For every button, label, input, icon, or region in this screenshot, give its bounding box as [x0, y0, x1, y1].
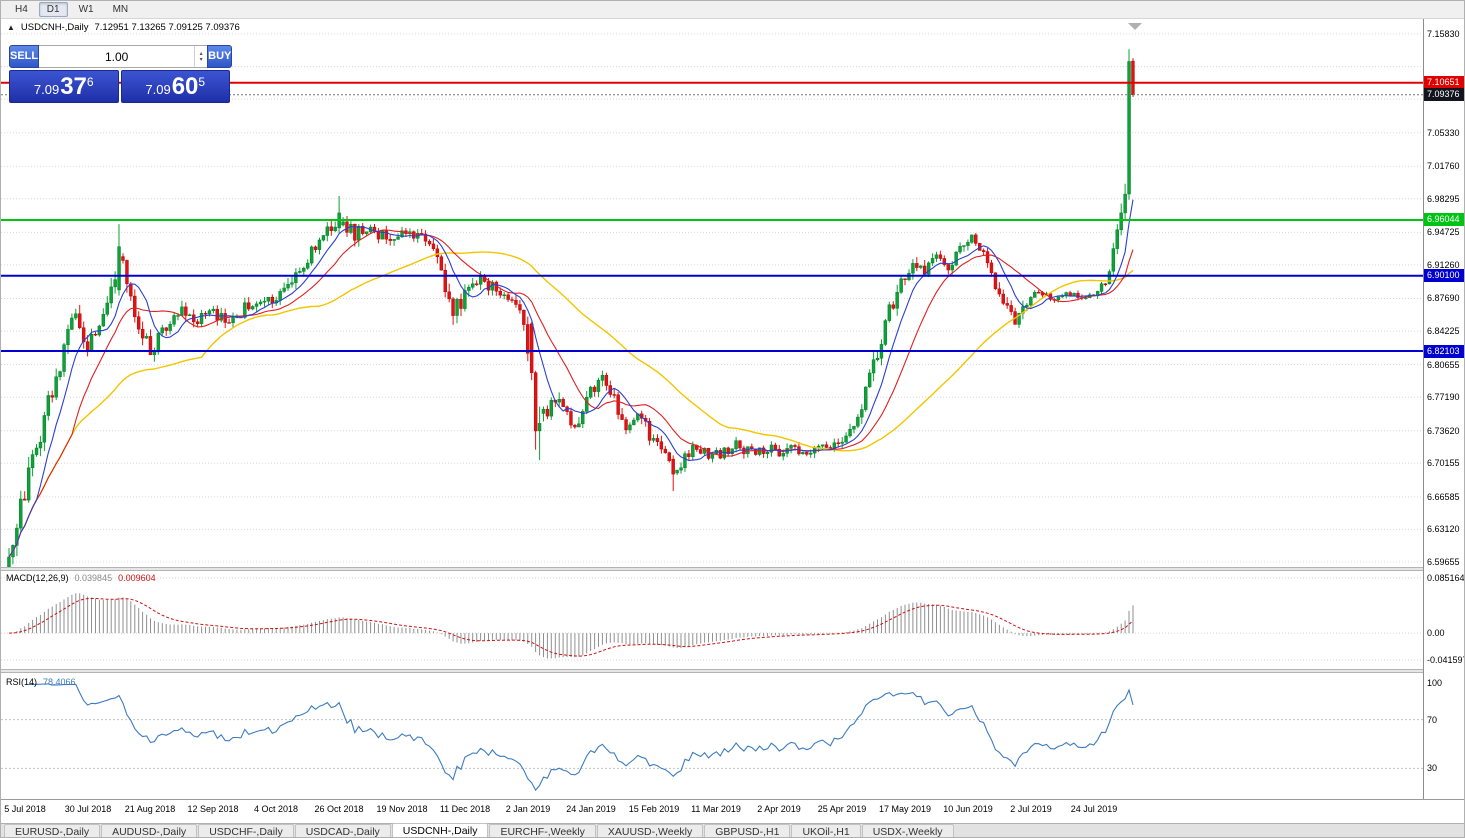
macd-signal-value: 0.009604	[118, 573, 156, 583]
current-price-label: 7.09376	[1424, 88, 1464, 101]
rsi-axis-label: 70	[1427, 715, 1438, 725]
date-label: 10 Jun 2019	[943, 804, 993, 814]
sell-price-sup: 6	[86, 75, 94, 89]
sell-price-display[interactable]: 7.09 37 6	[9, 70, 119, 103]
date-label: 2 Apr 2019	[757, 804, 801, 814]
date-label: 26 Oct 2018	[314, 804, 364, 814]
sell-price-big: 37	[60, 73, 87, 100]
rsi-axis-label: 100	[1427, 678, 1443, 688]
buy-price-big: 60	[171, 73, 199, 100]
panel-divider[interactable]	[1, 669, 1464, 673]
chart-tab-eurusd-daily[interactable]: EURUSD-,Daily	[4, 824, 101, 837]
price-axis-label: 7.01760	[1427, 161, 1460, 171]
price-level-label: 6.90100	[1424, 269, 1464, 282]
date-label: 30 Jul 2018	[64, 804, 112, 814]
chart-tab-xauusd-weekly[interactable]: XAUUSD-,Weekly	[596, 824, 704, 837]
volume-spinner[interactable]: ▴ ▾	[194, 46, 207, 67]
price-axis[interactable]: 7.15830 7.05330 7.01760 6.98295 6.94725 6.912…	[1423, 19, 1465, 799]
timeframe-mn-button[interactable]: MN	[112, 4, 129, 15]
chart-tab-ukoil-h1[interactable]: UKOil-,H1	[791, 824, 861, 837]
chart-tab-usdchf-daily[interactable]: USDCHF-,Daily	[198, 824, 294, 837]
chart-tab-usdcad-daily[interactable]: USDCAD-,Daily	[294, 824, 391, 837]
price-axis-label: 6.59655	[1427, 557, 1460, 567]
date-label: 15 Feb 2019	[628, 804, 680, 814]
spinner-down-icon[interactable]: ▾	[199, 56, 203, 63]
timeframe-w1-button[interactable]: W1	[78, 4, 94, 15]
price-axis-label: 7.15830	[1427, 29, 1460, 39]
timeframe-h4-button[interactable]: H4	[15, 4, 28, 15]
price-axis-label: 6.73620	[1427, 426, 1460, 436]
main-price-chart[interactable]	[1, 19, 1423, 567]
timeframe-toolbar: H4 D1 W1 MN	[1, 1, 1464, 19]
price-axis-label: 6.87690	[1427, 293, 1460, 303]
ohlc-values: 7.12951 7.13265 7.09125 7.09376	[94, 22, 240, 33]
macd-axis-label: 0.00	[1427, 628, 1445, 638]
macd-indicator-label: MACD(12,26,9) 0.039845 0.009604	[6, 573, 156, 583]
rsi-panel[interactable]	[1, 673, 1423, 799]
price-axis-label: 6.63120	[1427, 524, 1460, 534]
timeframe-d1-button[interactable]: D1	[38, 2, 68, 17]
chart-shift-marker	[1128, 23, 1142, 30]
price-level-label: 7.10651	[1424, 76, 1464, 89]
chart-tab-usdx-weekly[interactable]: USDX-,Weekly	[861, 824, 954, 837]
price-axis-label: 6.84225	[1427, 326, 1460, 336]
panel-divider[interactable]	[1, 567, 1464, 571]
date-label: 21 Aug 2018	[124, 804, 176, 814]
date-label: 19 Nov 2018	[376, 804, 428, 814]
sell-price-base: 7.09	[33, 82, 60, 97]
date-label: 2 Jul 2019	[1010, 804, 1052, 814]
price-axis-label: 6.77190	[1427, 392, 1460, 402]
price-axis-label: 6.80655	[1427, 360, 1460, 370]
chart-tab-audusd-daily[interactable]: AUDUSD-,Daily	[101, 824, 198, 837]
price-axis-label: 6.66585	[1427, 492, 1460, 502]
macd-axis-label: -0.041597	[1427, 655, 1465, 665]
price-level-label: 6.96044	[1424, 213, 1464, 226]
date-label: 24 Jan 2019	[566, 804, 616, 814]
date-label: 2 Jan 2019	[505, 804, 551, 814]
chart-tab-usdcnh-daily[interactable]: USDCNH-,Daily	[391, 823, 489, 837]
date-label: 11 Mar 2019	[691, 804, 741, 814]
date-label: 25 Apr 2019	[817, 804, 867, 814]
macd-axis-label: 0.085164	[1427, 573, 1465, 583]
macd-panel[interactable]	[1, 571, 1423, 669]
date-label: 11 Dec 2018	[439, 804, 491, 814]
rsi-value: 78.4066	[43, 677, 76, 687]
chart-tab-gbpusd-h1[interactable]: GBPUSD-,H1	[704, 824, 791, 837]
price-axis-label: 6.98295	[1427, 194, 1460, 204]
chart-tab-eurchf-weekly[interactable]: EURCHF-,Weekly	[489, 824, 596, 837]
sell-button[interactable]: SELL	[9, 45, 40, 68]
volume-control: ▴ ▾	[39, 45, 208, 68]
price-axis-label: 6.70155	[1427, 458, 1460, 468]
macd-main-value: 0.039845	[74, 573, 113, 583]
spinner-up-icon[interactable]: ▴	[199, 50, 203, 57]
price-axis-label: 6.91260	[1427, 260, 1460, 270]
buy-price-base: 7.09	[145, 82, 171, 97]
price-axis-label: 6.94725	[1427, 227, 1460, 237]
buy-price-sup: 5	[198, 75, 206, 89]
date-label: 5 Jul 2018	[4, 804, 46, 814]
symbol-title: USDCNH-,Daily	[20, 22, 89, 33]
price-level-label: 6.82103	[1424, 345, 1464, 358]
date-axis[interactable]: 5 Jul 2018 30 Jul 2018 21 Aug 2018 12 Sep 2…	[1, 799, 1464, 823]
chart-title: ▲ USDCNH-,Daily 7.12951 7.13265 7.09125 …	[7, 22, 240, 33]
chart-tabs-bar: EURUSD-,Daily AUDUSD-,Daily USDCHF-,Daily U…	[1, 823, 1464, 837]
buy-price-display[interactable]: 7.09 60 5	[120, 70, 230, 103]
date-label: 24 Jul 2019	[1070, 804, 1118, 814]
rsi-indicator-label: RSI(14) 78.4066	[6, 677, 76, 687]
panel-collapse-icon[interactable]: ▲	[7, 23, 15, 32]
date-label: 17 May 2019	[878, 804, 932, 814]
rsi-axis-label: 30	[1427, 763, 1438, 773]
date-label: 12 Sep 2018	[187, 804, 239, 814]
macd-name: MACD(12,26,9)	[6, 573, 69, 583]
buy-button[interactable]: BUY	[207, 45, 233, 68]
volume-input[interactable]	[39, 46, 195, 67]
date-label: 4 Oct 2018	[253, 804, 299, 814]
rsi-name: RSI(14)	[6, 677, 38, 687]
price-axis-label: 7.05330	[1427, 128, 1460, 138]
